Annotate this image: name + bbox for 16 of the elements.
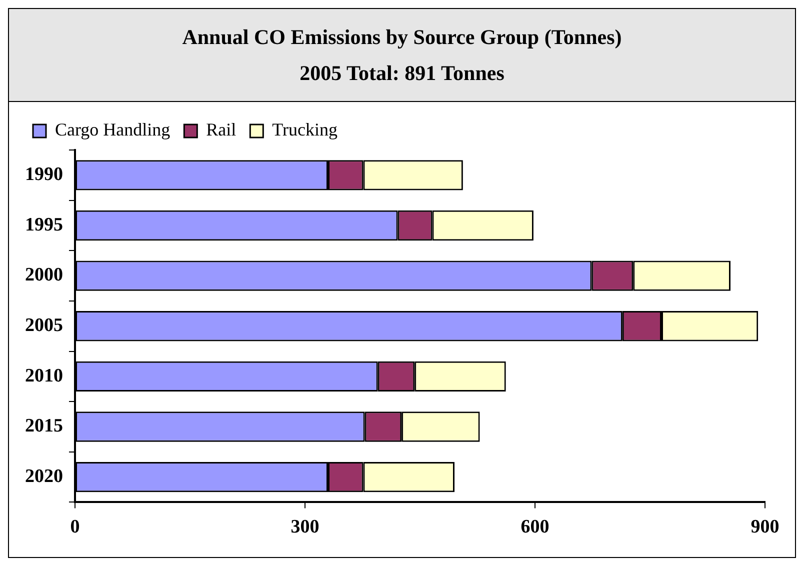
y-tick-label: 1990 [25,164,63,186]
y-tick-label: 2020 [25,466,63,487]
y-tick-label: 1995 [25,214,63,236]
x-tick-label: 300 [290,516,320,538]
y-tick-label: 2005 [25,315,63,336]
x-tick-label: 0 [70,516,80,538]
legend-label: Trucking [272,120,338,140]
y-tick-label: 2010 [25,365,63,386]
x-tick-label: 900 [750,516,780,538]
legend-label: Rail [206,120,236,140]
x-tick-label: 600 [520,516,550,538]
chart-title: Annual CO Emissions by Source Group (Tonnes) [181,24,623,51]
chart-subtitle: 2005 Total: 891 Tonnes [298,60,506,87]
y-tick-label: 2015 [25,416,63,437]
y-tick-label: 2000 [25,264,63,286]
legend-label: Cargo Handling [55,120,170,140]
